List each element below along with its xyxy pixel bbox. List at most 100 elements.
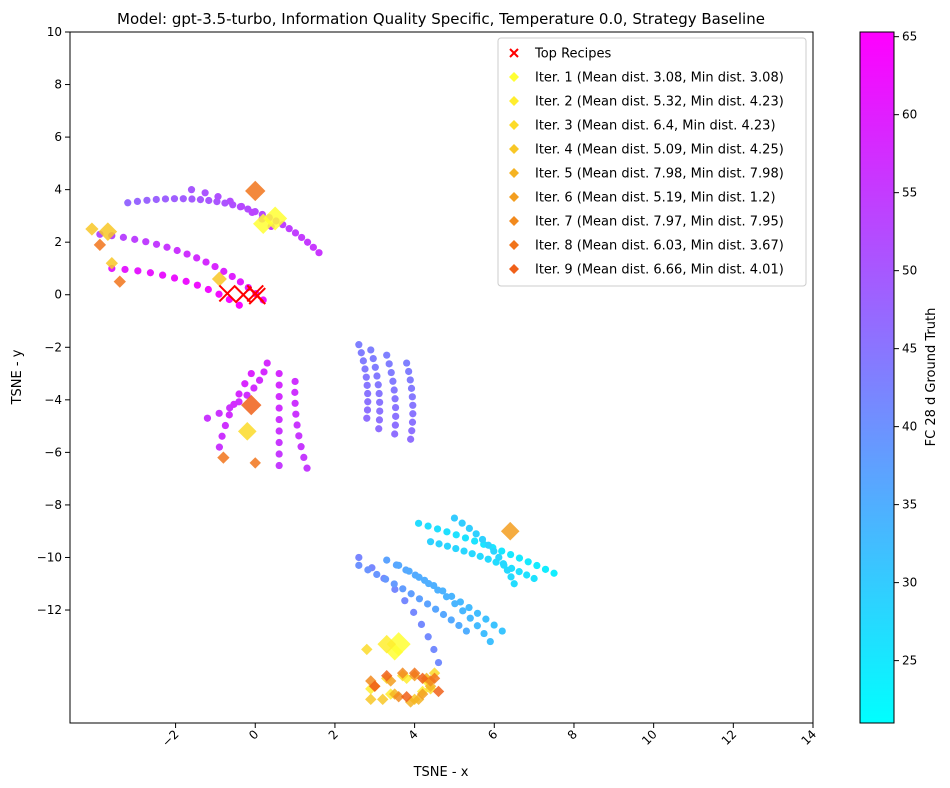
colorbar-tick-label: 65 (902, 30, 917, 44)
legend-entry-label: Iter. 3 (Mean dist. 6.4, Min dist. 4.23) (535, 119, 776, 134)
background-point (447, 616, 455, 624)
background-point (142, 238, 150, 246)
background-point (361, 365, 369, 373)
background-point (424, 633, 432, 641)
legend-marker-iteration (509, 216, 519, 226)
background-point (381, 575, 390, 583)
background-point (442, 593, 451, 601)
background-point (146, 269, 155, 277)
legend-marker-stroke (509, 48, 519, 58)
background-point (472, 530, 480, 538)
legend-marker-top-recipes (509, 48, 519, 58)
background-point (407, 590, 415, 598)
legend-marker-iteration (509, 264, 519, 274)
background-point (170, 274, 179, 282)
background-point (235, 390, 243, 398)
background-point (459, 607, 467, 615)
background-point (550, 569, 558, 577)
background-point (439, 610, 448, 619)
background-point (225, 411, 233, 419)
colorbar-tick-label: 40 (902, 420, 917, 434)
background-point (390, 580, 398, 588)
background-point (484, 555, 492, 563)
background-point (405, 567, 413, 575)
background-point (473, 622, 481, 630)
background-point (315, 249, 323, 257)
x-tick-label: −2 (159, 727, 181, 749)
background-point (417, 620, 426, 629)
background-point (409, 410, 417, 418)
background-point (406, 376, 414, 384)
x-axis-label: TSNE - x (413, 765, 469, 780)
background-point (355, 341, 363, 349)
background-point (435, 540, 443, 548)
background-point (451, 600, 459, 608)
top-recipe-marker (248, 287, 266, 305)
background-point (515, 568, 523, 576)
y-tick-label: −6 (44, 445, 62, 459)
background-point (237, 202, 246, 211)
background-point (241, 380, 249, 388)
background-point (255, 376, 264, 384)
iteration-3-point (237, 422, 257, 441)
iteration-9-point (416, 672, 429, 685)
background-point (250, 384, 258, 392)
background-point (236, 278, 245, 286)
iteration-6-point (385, 675, 397, 687)
iteration-4-point (85, 222, 99, 236)
iteration-1-point (253, 213, 274, 234)
colorbar-ticks: 25 30 35 40 45 50 55 60 65 (894, 30, 917, 668)
top-recipe-marker (218, 284, 237, 303)
x-tick-label: 0 (246, 727, 261, 742)
background-point (387, 368, 395, 377)
background-point (373, 372, 381, 380)
iteration-8-point (217, 451, 230, 464)
background-point (452, 544, 460, 553)
legend-entry-label: Iter. 8 (Mean dist. 6.03, Min dist. 3.67… (535, 239, 784, 254)
background-point (443, 542, 452, 550)
background-point (383, 556, 391, 564)
legend-marker-iteration (509, 72, 519, 82)
legend-entry-label: Iter. 5 (Mean dist. 7.98, Min dist. 7.98… (535, 167, 784, 182)
background-point (480, 629, 488, 638)
y-tick-label: 0 (54, 288, 62, 302)
background-point (205, 196, 213, 205)
legend-entry-label: Iter. 4 (Mean dist. 5.09, Min dist. 4.25… (535, 143, 784, 158)
background-point (484, 541, 492, 549)
background-point (364, 566, 372, 574)
background-point (193, 254, 201, 262)
background-point (303, 464, 311, 472)
legend-entry-label: Iter. 2 (Mean dist. 5.32, Min dist. 4.23… (535, 95, 784, 110)
background-point (533, 561, 541, 570)
chart-title: Model: gpt-3.5-turbo, Information Qualit… (117, 10, 765, 28)
legend-entry-label: Iter. 6 (Mean dist. 5.19, Min dist. 1.2) (535, 191, 776, 206)
background-point (159, 271, 167, 279)
background-point (275, 427, 283, 435)
background-point (248, 208, 256, 217)
background-point (523, 571, 531, 579)
background-point (405, 367, 413, 376)
background-point (297, 443, 305, 451)
background-point (133, 197, 142, 205)
background-point (515, 554, 524, 562)
background-point (498, 547, 506, 555)
background-point (465, 603, 473, 612)
iteration-8-point (93, 238, 107, 251)
background-point (460, 547, 468, 555)
background-point (201, 189, 209, 197)
legend-entry-label: Iter. 9 (Mean dist. 6.66, Min dist. 4.01… (535, 263, 784, 278)
background-point (391, 395, 399, 403)
background-point (161, 195, 170, 203)
background-point (260, 368, 268, 376)
colorbar-label: FC 28 d Ground Truth (924, 308, 939, 447)
background-point (391, 585, 399, 593)
background-point (152, 240, 161, 248)
background-point (471, 537, 479, 545)
background-point (407, 384, 416, 392)
background-point (391, 421, 399, 429)
legend: Top Recipes Iter. 1 (Mean dist. 3.08, Min… (497, 37, 807, 287)
x-tick-label: 10 (639, 727, 660, 748)
background-point (408, 418, 417, 426)
background-point (124, 199, 132, 207)
background-point (425, 579, 433, 588)
